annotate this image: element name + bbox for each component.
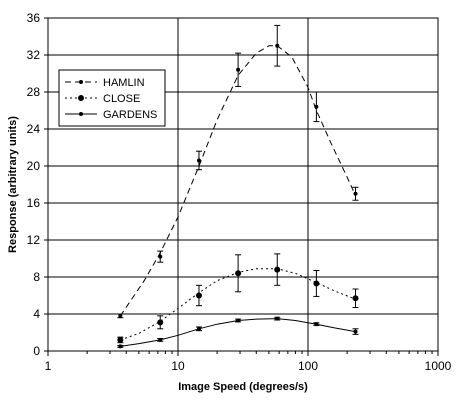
data-point (236, 318, 241, 323)
data-point (275, 43, 280, 48)
data-point (117, 336, 124, 343)
data-point (236, 67, 241, 72)
data-point (157, 319, 164, 326)
data-point (196, 158, 201, 163)
data-point (353, 329, 358, 334)
data-point (314, 104, 319, 109)
data-point (275, 316, 280, 321)
y-tick-label: 36 (27, 11, 41, 25)
data-point (235, 270, 242, 277)
legend-marker-gardens (79, 112, 83, 116)
series-layer (117, 24, 359, 349)
data-point (118, 344, 123, 349)
data-point (158, 254, 163, 259)
legend-label-close: CLOSE (103, 93, 140, 105)
data-point (158, 337, 163, 342)
y-tick-label: 8 (33, 270, 40, 284)
x-tick-label: 10 (171, 359, 185, 373)
y-tick-label: 24 (27, 122, 41, 136)
y-tick-label: 28 (27, 85, 41, 99)
data-point (314, 322, 319, 327)
series-line-hamlin (119, 45, 356, 317)
grid-lines (44, 17, 439, 356)
data-point (274, 266, 281, 273)
x-tick-label: 1000 (425, 359, 452, 373)
y-tick-label: 16 (27, 196, 41, 210)
data-point (196, 326, 201, 331)
x-axis-title: Image Speed (degrees/s) (178, 381, 308, 393)
tick-labels: 0 4 8 12 16 20 24 28 32 36 1 10 100 1000 (27, 11, 452, 373)
series-close (117, 253, 359, 344)
legend-label-hamlin: HAMLIN (103, 77, 145, 89)
series-gardens (117, 316, 359, 349)
legend: HAMLIN CLOSE GARDENS (58, 69, 166, 127)
y-axis-title: Response (arbitrary units) (7, 116, 19, 253)
data-point (313, 280, 320, 287)
y-tick-label: 20 (27, 159, 41, 173)
x-tick-label: 1 (45, 359, 52, 373)
legend-label-gardens: GARDENS (103, 109, 157, 121)
legend-marker-close (78, 95, 84, 101)
legend-marker-hamlin (79, 80, 83, 84)
y-tick-label: 4 (33, 307, 40, 321)
data-point (118, 313, 123, 318)
data-point (353, 191, 358, 196)
series-hamlin (117, 24, 359, 319)
series-line-gardens (120, 318, 356, 347)
data-point (352, 295, 359, 302)
y-tick-label: 0 (33, 344, 40, 358)
y-tick-label: 32 (27, 48, 41, 62)
data-point (195, 292, 202, 299)
x-tick-label: 100 (298, 359, 318, 373)
y-tick-label: 12 (27, 233, 41, 247)
plot-frame (47, 17, 439, 352)
